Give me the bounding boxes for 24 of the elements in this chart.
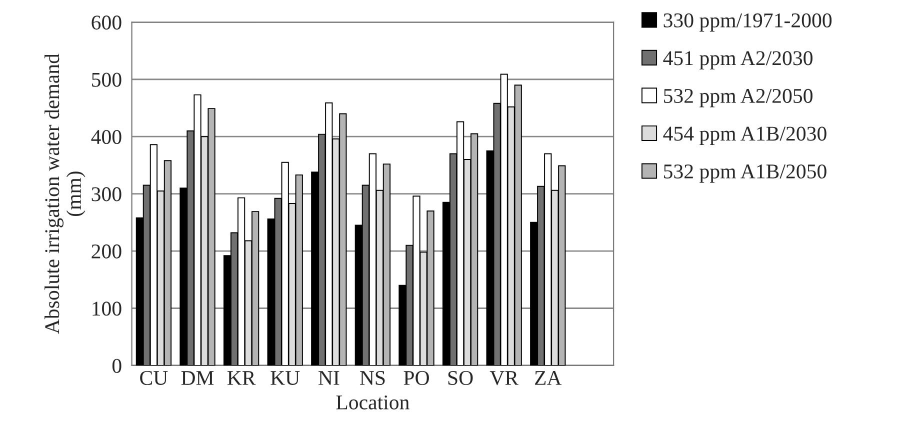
y-tick-label: 400	[91, 130, 122, 144]
x-tick-label: CU	[140, 370, 168, 385]
x-tick-label: SO	[448, 370, 473, 385]
x-tick-label: ZA	[534, 371, 562, 385]
legend-label: 330 ppm/1971-2000	[664, 13, 832, 32]
x-tick-label: NI	[318, 371, 340, 385]
x-tick-label: DM	[181, 371, 214, 385]
legend-label: 532 ppm A1B/2050	[664, 164, 826, 183]
y-tick-label: 0	[112, 358, 122, 373]
x-tick-label: KR	[227, 371, 256, 385]
x-tick-label: VR	[490, 371, 519, 386]
y-axis-title: Absolute irrigation water demand (mm)	[44, 54, 86, 334]
y-tick-label: 300	[92, 187, 122, 202]
x-tick-label: NS	[360, 370, 385, 385]
y-tick-label: 500	[92, 72, 122, 87]
legend-label: 454 ppm A1B/2030	[663, 126, 826, 145]
legend-label: 532 ppm A2/2050	[664, 88, 812, 108]
y-tick-label: 100	[92, 302, 122, 316]
x-tick-label: KU	[270, 371, 300, 385]
legend-label: 451 ppm A2/2030	[663, 51, 812, 70]
y-tick-label: 600	[92, 16, 122, 30]
x-axis-title: Location	[336, 395, 410, 410]
y-tick-label: 200	[92, 244, 122, 258]
x-tick-label: PO	[404, 370, 429, 385]
